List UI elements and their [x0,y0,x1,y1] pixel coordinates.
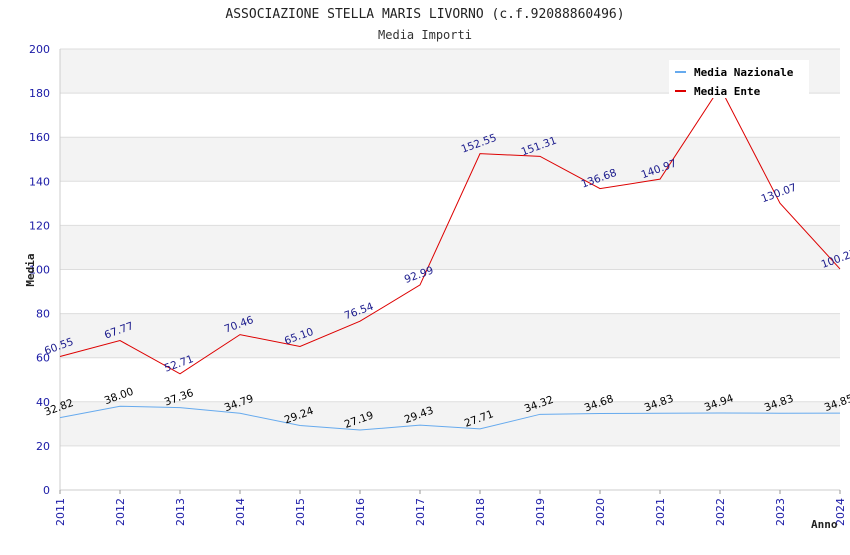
y-tick-label: 180 [29,87,50,100]
series-line [59,405,841,431]
y-tick-label: 100 [29,264,50,277]
grid-band [60,269,840,314]
x-tick-labels: 2011 2012 2013 2014 2015 2016 2017 2018 2019 2020… [54,498,847,526]
grid-band [60,225,840,270]
grid-band [60,357,840,402]
x-tick-label: 2011 [54,498,67,526]
chart-title: ASSOCIAZIONE STELLA MARIS LIVORNO (c.f.9… [225,7,624,22]
grid-band [60,137,840,182]
y-tick-label: 20 [36,440,50,453]
legend-entry: Media Nazionale [694,66,794,79]
y-tick-label: 0 [43,484,50,497]
axes [59,49,841,494]
x-tick-label: 2016 [354,498,367,526]
legend-box [669,60,809,98]
legend: Media Nazionale Media Ente [669,60,809,98]
chart-subtitle: Media Importi [378,28,472,42]
legend-entry: Media Ente [694,85,761,98]
grid-bands [60,49,840,490]
grid-band [60,401,840,446]
grid-band [60,181,840,226]
x-tick-label: 2021 [654,498,667,526]
x-tick-label: 2024 [834,498,847,526]
grid-band [60,93,840,138]
grid-band [60,445,840,490]
y-tick-label: 140 [29,175,50,188]
y-tick-label: 160 [29,131,50,144]
y-tick-label: 60 [36,352,50,365]
y-tick-label: 40 [36,396,50,409]
y-tick-labels: 0 20 40 60 80 100 120 140 160 180 200 [29,43,50,497]
x-tick-label: 2012 [114,498,127,526]
x-tick-label: 2013 [174,498,187,526]
y-tick-label: 200 [29,43,50,56]
x-tick-label: 2019 [534,498,547,526]
x-tick-label: 2023 [774,498,787,526]
y-tick-label: 80 [36,308,50,321]
x-tick-label: 2014 [234,498,247,526]
x-tick-label: 2015 [294,498,307,526]
x-tick-label: 2017 [414,498,427,526]
x-axis-label: Anno [811,518,838,531]
series-lines [59,86,841,431]
x-tick-label: 2020 [594,498,607,526]
x-tick-label: 2022 [714,498,727,526]
x-tick-label: 2018 [474,498,487,526]
y-tick-label: 120 [29,219,50,232]
y-axis-label: Media [24,253,37,286]
series-line [59,86,841,375]
grid-band [60,313,840,358]
